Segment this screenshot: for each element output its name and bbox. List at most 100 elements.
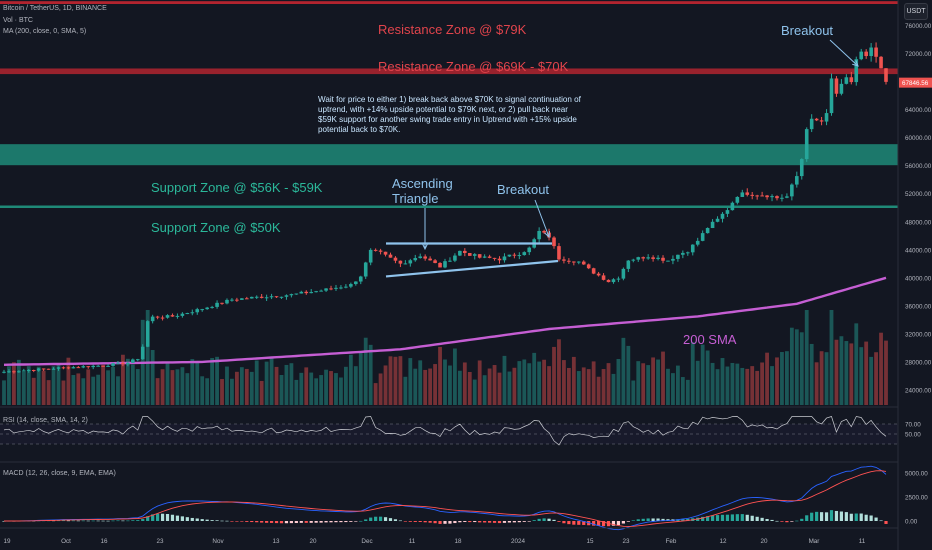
signal-line (4, 470, 887, 527)
candle (824, 113, 829, 122)
volume-bar (329, 371, 333, 405)
candle (155, 316, 160, 318)
volume-bar (215, 356, 219, 405)
time-tick-label: 18 (454, 538, 462, 545)
macd-histogram-bar (844, 512, 848, 521)
candle (314, 291, 318, 293)
candle (413, 258, 418, 261)
candle (735, 196, 740, 203)
candle (190, 312, 195, 314)
candle (358, 276, 363, 282)
candle (180, 313, 185, 316)
volume-bar (710, 362, 715, 405)
volume-bar (522, 359, 527, 405)
candle (165, 315, 170, 318)
volume-bar (195, 362, 200, 405)
candle (463, 250, 467, 253)
macd-histogram-bar (329, 521, 333, 523)
volume-bar (284, 364, 289, 405)
volume-bar (428, 368, 433, 405)
candle (849, 77, 854, 83)
volume-bar (497, 372, 502, 405)
candle (319, 290, 323, 292)
candle (91, 365, 95, 368)
candle (210, 306, 214, 308)
volume-bar (448, 365, 452, 405)
volume-bar (527, 363, 532, 405)
candle (705, 228, 710, 234)
candle (304, 291, 309, 294)
last-price-label: 67846.56 (902, 80, 929, 87)
macd-histogram-bar (715, 515, 720, 521)
volume-bar (383, 365, 388, 405)
candle (646, 257, 650, 259)
volume-bar (363, 337, 368, 405)
currency-button[interactable]: USDT (904, 3, 928, 20)
volume-bar (210, 358, 215, 405)
macd-histogram-bar (611, 521, 616, 526)
macd-histogram-bar (423, 521, 427, 523)
candle (591, 268, 596, 274)
candle (299, 291, 304, 294)
macd-histogram-bar (725, 514, 730, 521)
volume-bar (824, 352, 829, 405)
macd-histogram-bar (710, 515, 715, 521)
macd-histogram-bar (349, 521, 353, 522)
candle (804, 129, 809, 160)
volume-bar (274, 366, 279, 405)
candle (240, 298, 244, 300)
volume-bar (636, 361, 641, 405)
volume-bar (61, 380, 66, 405)
candle (700, 233, 705, 241)
volume-bar (725, 366, 730, 405)
volume-bar (685, 379, 690, 405)
volume-bar (502, 355, 507, 405)
candle (51, 368, 56, 370)
macd-histogram-bar (240, 521, 244, 522)
candle (765, 195, 769, 198)
macd-histogram-bar (636, 519, 640, 521)
macd-histogram-bar (141, 519, 145, 521)
time-tick-label: 20 (309, 538, 317, 545)
volume-bar (844, 341, 849, 405)
candle (185, 313, 190, 315)
macd-histogram-bar (175, 515, 180, 521)
candle (567, 260, 571, 262)
macd-histogram-bar (255, 521, 259, 523)
arrow-breakout-head (852, 60, 859, 67)
price-tick-label: 44000.00 (905, 247, 932, 254)
volume-bar (869, 356, 874, 405)
macd-histogram-bar (592, 521, 596, 526)
candle (458, 250, 462, 256)
candle (334, 287, 338, 289)
candle (690, 244, 695, 253)
candle (17, 371, 21, 373)
volume-bar (552, 346, 556, 405)
candle (685, 252, 690, 254)
candle (309, 292, 314, 294)
time-tick-label: 12 (719, 538, 727, 545)
support-50-label: Support Zone @ $50K (151, 220, 281, 235)
candle (443, 261, 447, 268)
candle (269, 296, 274, 298)
macd-histogram-bar (483, 521, 487, 523)
macd-histogram-bar (601, 521, 606, 527)
volume-bar (234, 371, 239, 405)
macd-histogram-bar (706, 516, 710, 521)
volume-bar (656, 359, 660, 405)
candle (205, 307, 209, 310)
volume-bar (41, 370, 46, 405)
candle (403, 263, 408, 265)
candle (606, 279, 611, 283)
macd-histogram-bar (800, 518, 804, 521)
macd-histogram-bar (170, 514, 175, 521)
volume-bar (334, 373, 338, 405)
volume-bar (190, 359, 195, 405)
macd-histogram-bar (512, 521, 516, 523)
candle (864, 51, 868, 57)
macd-histogram-bar (661, 518, 665, 521)
volume-bar (111, 366, 115, 405)
volume-bar (651, 357, 656, 405)
macd-histogram-bar (448, 521, 452, 524)
